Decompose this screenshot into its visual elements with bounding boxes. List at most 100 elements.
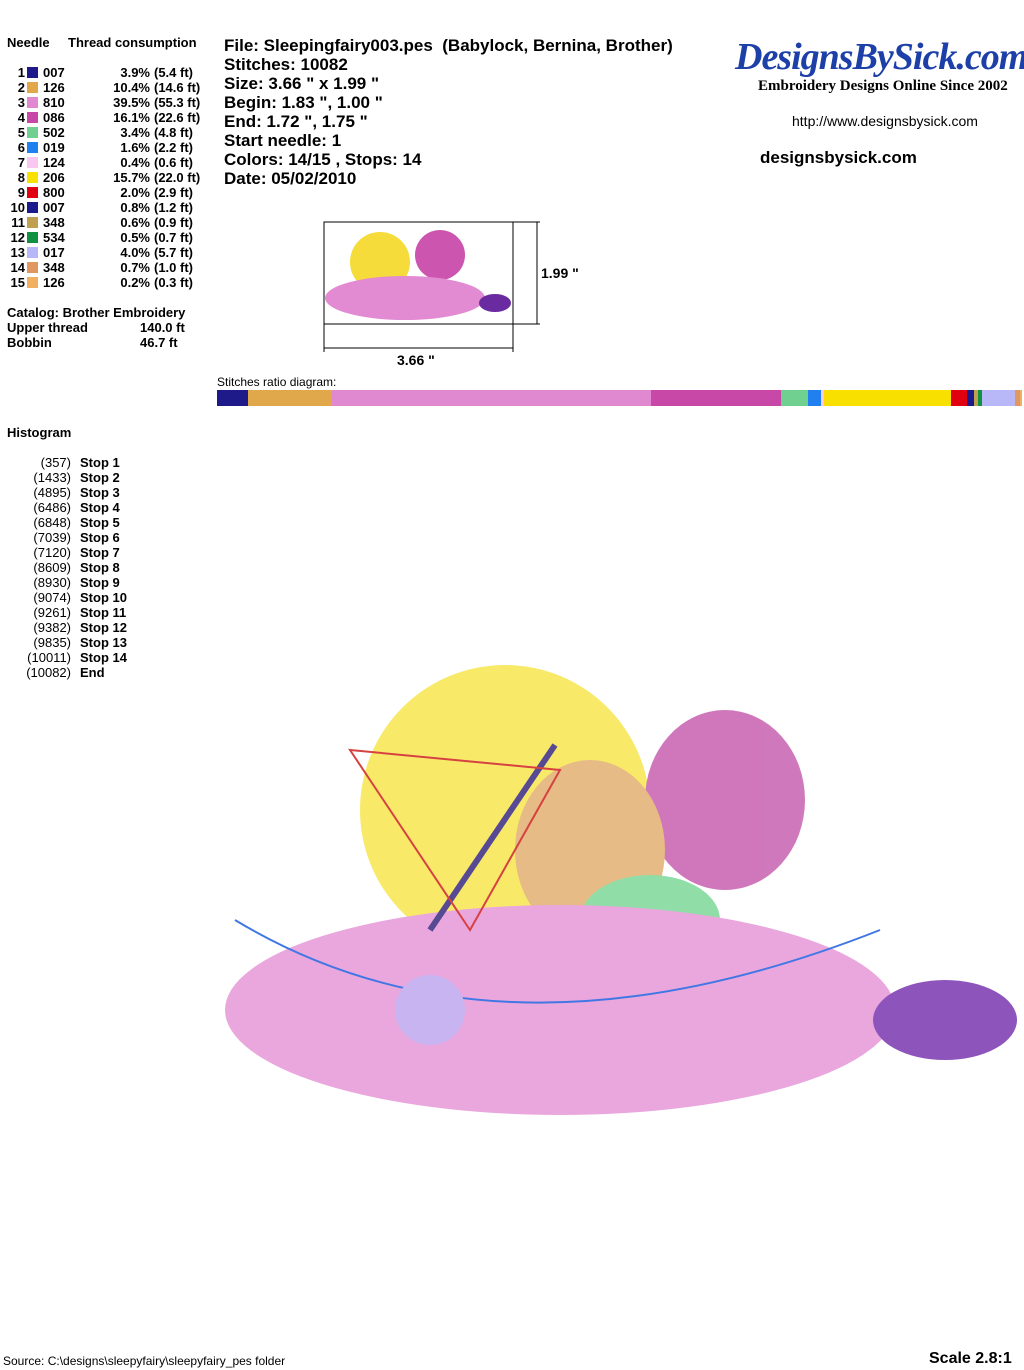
needle-number: 7 [17,155,25,170]
file-info: Colors: 14/15 , Stops: 14 [224,150,422,169]
stop-label: Stop 1 [80,455,120,470]
file-info: Begin: 1.83 ", 1.00 " [224,93,383,112]
width-label: 3.66 " [397,352,435,368]
thread-code: 800 [43,185,65,200]
ratio-segment [650,390,781,406]
consumption-header: Thread consumption [68,35,197,50]
color-swatch [27,217,38,228]
color-swatch [27,247,38,258]
percent: 39.5% [113,95,150,110]
ratio-segment [951,390,968,406]
length: (5.4 ft) [154,65,193,80]
percent: 4.0% [120,245,150,260]
file-info: End: 1.72 ", 1.75 " [224,112,368,131]
thumbnail [323,221,540,352]
needle-number: 6 [17,140,25,155]
color-swatch [27,187,38,198]
total-label: Bobbin [7,335,52,350]
percent: 0.4% [120,155,150,170]
total-value: 46.7 ft [140,335,178,350]
needle-number: 14 [10,260,25,275]
color-swatch [27,127,38,138]
thread-code: 206 [43,170,65,185]
file-info: File: Sleepingfairy003.pes (Babylock, Be… [224,36,673,55]
thread-code: 007 [43,65,65,80]
thread-code: 124 [43,155,65,170]
length: (0.7 ft) [154,230,193,245]
length: (55.3 ft) [154,95,201,110]
percent: 0.7% [120,260,150,275]
percent: 10.4% [113,80,150,95]
needle-number: 11 [11,215,25,230]
stop-count: (1433) [33,470,71,485]
stop-count: (7039) [33,530,71,545]
histogram-title: Histogram [7,425,72,440]
ratio-segment [332,390,651,406]
percent: 3.9% [120,65,150,80]
needle-number: 3 [17,95,25,110]
needle-number: 1 [17,65,25,80]
stop-count: (7120) [33,545,71,560]
needle-number: 12 [10,230,25,245]
color-swatch [27,112,38,123]
stop-count: (357) [40,455,71,470]
needle-header: Needle [7,35,50,50]
length: (1.0 ft) [154,260,193,275]
url: http://www.designsbysick.com [792,113,978,129]
stop-count: (6848) [33,515,71,530]
thread-code: 810 [43,95,65,110]
percent: 2.0% [120,185,150,200]
stop-count: (8930) [33,575,71,590]
stop-count: (10011) [27,650,71,665]
thread-code: 007 [43,200,65,215]
ratio-title: Stitches ratio diagram: [217,375,337,389]
stop-label: Stop 12 [80,620,127,635]
length: (4.8 ft) [154,125,193,140]
ratio-segment [217,390,249,406]
total-value: 140.0 ft [140,320,185,335]
height-label: 1.99 " [541,265,579,281]
file-info: Stitches: 10082 [224,55,348,74]
catalog: Catalog: Brother Embroidery [7,305,186,320]
needle-number: 13 [10,245,25,260]
color-swatch [27,82,38,93]
thread-code: 086 [43,110,65,125]
stop-count: (4895) [33,485,71,500]
stop-count: (9261) [33,605,71,620]
stop-count: (6486) [33,500,71,515]
stop-label: Stop 14 [80,650,127,665]
stop-label: Stop 5 [80,515,120,530]
stop-count: (10082) [26,665,71,680]
ratio-segment [982,390,1015,406]
length: (0.9 ft) [154,215,193,230]
tagline: Embroidery Designs Online Since 2002 [758,78,1008,94]
stop-label: Stop 6 [80,530,120,545]
color-swatch [27,277,38,288]
length: (14.6 ft) [154,80,201,95]
percent: 1.6% [120,140,150,155]
percent: 0.5% [120,230,150,245]
stop-label: Stop 11 [80,605,127,620]
color-swatch [27,142,38,153]
color-swatch [27,67,38,78]
stop-label: End [80,665,105,680]
stop-label: Stop 2 [80,470,120,485]
percent: 0.8% [120,200,150,215]
stop-label: Stop 4 [80,500,120,515]
thread-code: 019 [43,140,65,155]
length: (0.6 ft) [154,155,193,170]
length: (22.6 ft) [154,110,201,125]
stop-count: (9835) [33,635,71,650]
length: (0.3 ft) [154,275,193,290]
percent: 15.7% [113,170,150,185]
ratio-segment [978,390,983,406]
length: (5.7 ft) [154,245,193,260]
length: (2.2 ft) [154,140,193,155]
thread-code: 502 [43,125,65,140]
ratio-segment [248,390,333,406]
percent: 0.6% [120,215,150,230]
needle-number: 4 [17,110,25,125]
stop-label: Stop 10 [80,590,127,605]
stop-label: Stop 3 [80,485,120,500]
color-swatch [27,232,38,243]
